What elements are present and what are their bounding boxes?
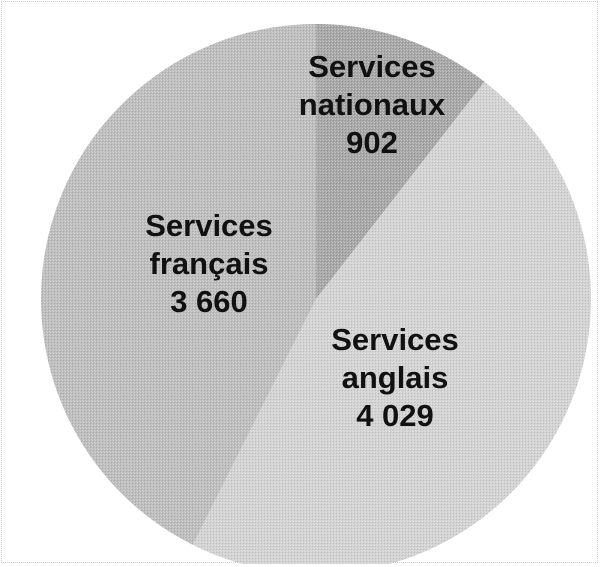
slice-name-label: français [150,246,269,281]
slice-name-label: Services [331,322,459,357]
slice-value-label: 4 029 [356,398,434,433]
pie-slice-texture [316,24,485,299]
slice-value-label: 3 660 [170,284,248,319]
slice-label: Services anglais 4 029 [331,322,459,433]
slice-name-label: Services [145,208,273,243]
pie-slice-texture [40,24,316,545]
slice-name-label: nationaux [299,87,446,122]
slice-value-label: 902 [346,125,398,160]
pie-slice-texture [192,81,591,564]
pie-slices [40,24,591,564]
slice-name-label: anglais [342,360,449,395]
slice-label: Services nationaux 902 [299,49,446,160]
slice-name-label: Services [308,49,436,84]
slice-label: Services français 3 660 [145,208,273,319]
